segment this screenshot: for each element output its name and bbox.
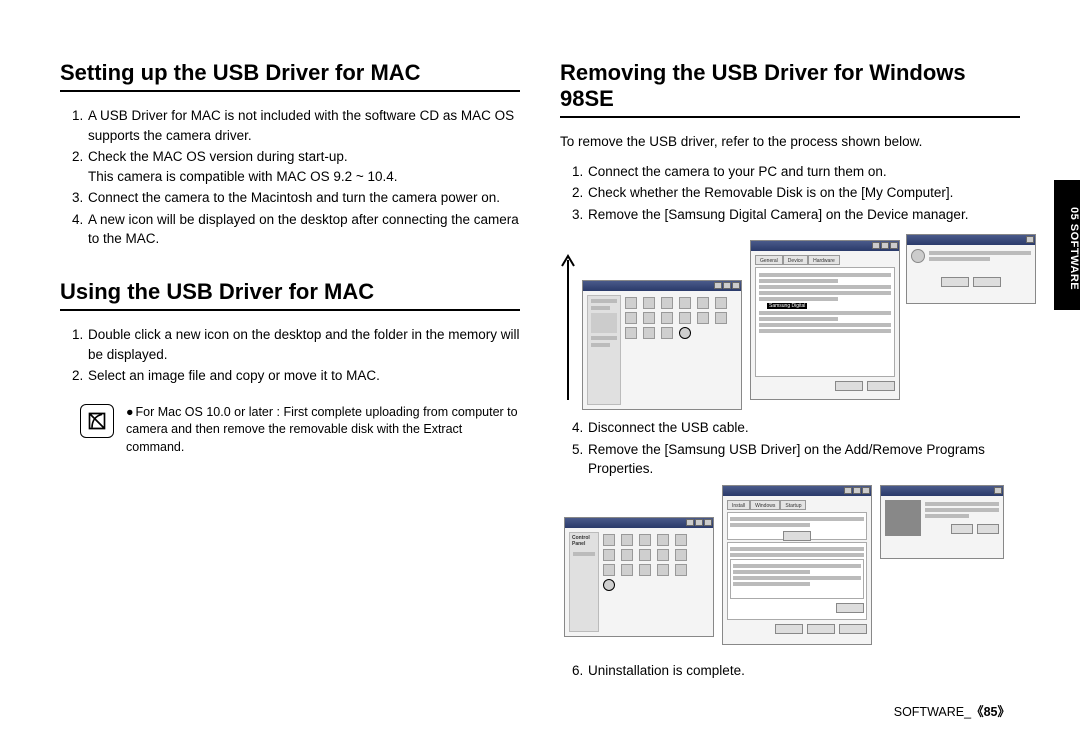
note-content: For Mac OS 10.0 or later : First complet… (126, 405, 518, 454)
titlebar (907, 235, 1035, 245)
chapter-side-tab: 05 SOFTWARE (1054, 180, 1080, 310)
list-item: 5.Remove the [Samsung USB Driver] on the… (572, 440, 1020, 479)
step-text: Double click a new icon on the desktop a… (88, 327, 519, 362)
step-text: A new icon will be displayed on the desk… (88, 212, 519, 247)
titlebar (751, 241, 899, 251)
step-text: A USB Driver for MAC is not included wit… (88, 108, 514, 143)
page-number: 85 (984, 705, 998, 719)
window-control-panel: ControlPanel (564, 517, 714, 637)
window-confirm-remove (906, 234, 1036, 304)
step-text: Remove the [Samsung USB Driver] on the A… (588, 442, 985, 477)
window-system-properties: GeneralDeviceHardware Samsung Digital (750, 240, 900, 400)
list-item: 2.Select an image file and copy or move … (72, 366, 520, 386)
step-text: Disconnect the USB cable. (588, 420, 749, 435)
titlebar (723, 486, 871, 496)
step-text: Remove the [Samsung Digital Camera] on t… (588, 207, 968, 222)
footer-label: SOFTWARE_ (894, 705, 971, 719)
section-heading-setup-mac: Setting up the USB Driver for MAC (60, 60, 520, 92)
list-item: 4.Disconnect the USB cable. (572, 418, 1020, 438)
titlebar (565, 518, 713, 528)
left-column: Setting up the USB Driver for MAC 1.A US… (60, 60, 520, 683)
note-icon (80, 404, 114, 438)
list-item: 6.Uninstallation is complete. (572, 661, 1020, 681)
window-my-computer (582, 280, 742, 410)
step-text: Check the MAC OS version during start-up… (88, 149, 398, 184)
up-arrow-icon (560, 250, 576, 400)
angle-bracket-icon: 》 (997, 705, 1010, 719)
intro-text: To remove the USB driver, refer to the p… (560, 132, 1020, 152)
window-add-remove-programs: InstallWindowsStartup (722, 485, 872, 645)
step-text: Connect the camera to your PC and turn t… (588, 164, 887, 179)
list-item: 2.Check the MAC OS version during start-… (72, 147, 520, 186)
step-text: Connect the camera to the Macintosh and … (88, 190, 500, 205)
window-uninstall-complete (880, 485, 1004, 559)
screenshot-cluster-1: GeneralDeviceHardware Samsung Digital (560, 230, 1020, 410)
remove-steps-c: 6.Uninstallation is complete. (560, 661, 1020, 681)
section-heading-remove-win: Removing the USB Driver for Windows 98SE (560, 60, 1020, 118)
note-box: ● For Mac OS 10.0 or later : First compl… (60, 404, 520, 457)
angle-bracket-icon: 《 (971, 705, 984, 719)
setup-mac-steps: 1.A USB Driver for MAC is not included w… (60, 106, 520, 249)
two-column-layout: Setting up the USB Driver for MAC 1.A US… (60, 60, 1020, 683)
section-using-mac: Using the USB Driver for MAC 1.Double cl… (60, 279, 520, 456)
titlebar (881, 486, 1003, 496)
note-text: ● For Mac OS 10.0 or later : First compl… (126, 404, 520, 457)
list-item: 1.Connect the camera to your PC and turn… (572, 162, 1020, 182)
list-item: 1.Double click a new icon on the desktop… (72, 325, 520, 364)
list-item: 3.Remove the [Samsung Digital Camera] on… (572, 205, 1020, 225)
step-text: Select an image file and copy or move it… (88, 368, 380, 383)
step-text: Check whether the Removable Disk is on t… (588, 185, 953, 200)
right-column: Removing the USB Driver for Windows 98SE… (560, 60, 1020, 683)
step-text: Uninstallation is complete. (588, 663, 745, 678)
manual-page: Setting up the USB Driver for MAC 1.A US… (0, 0, 1080, 746)
section-heading-using-mac: Using the USB Driver for MAC (60, 279, 520, 311)
list-item: 1.A USB Driver for MAC is not included w… (72, 106, 520, 145)
remove-steps-a: 1.Connect the camera to your PC and turn… (560, 162, 1020, 225)
remove-steps-b: 4.Disconnect the USB cable. 5.Remove the… (560, 418, 1020, 479)
list-item: 2.Check whether the Removable Disk is on… (572, 183, 1020, 203)
titlebar (583, 281, 741, 291)
list-item: 3.Connect the camera to the Macintosh an… (72, 188, 520, 208)
list-item: 4.A new icon will be displayed on the de… (72, 210, 520, 249)
screenshot-cluster-2: ControlPanel (560, 483, 1020, 653)
using-mac-steps: 1.Double click a new icon on the desktop… (60, 325, 520, 386)
page-footer: SOFTWARE_《85》 (894, 701, 1010, 720)
